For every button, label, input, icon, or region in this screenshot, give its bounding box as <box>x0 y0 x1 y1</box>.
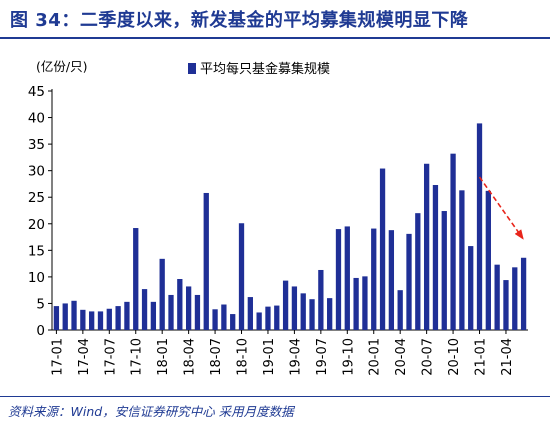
y-tick-label: 5 <box>36 296 45 312</box>
bar <box>177 279 183 330</box>
x-tick-label: 18-07 <box>209 338 224 376</box>
bar <box>432 185 439 330</box>
bar <box>406 233 412 330</box>
bar <box>212 309 218 330</box>
bar <box>362 276 368 330</box>
x-tick-label: 17-07 <box>103 338 118 376</box>
y-tick-label: 30 <box>28 164 45 180</box>
legend-swatch <box>188 63 196 74</box>
bar <box>53 306 60 330</box>
bar <box>503 280 509 330</box>
bar <box>344 226 350 330</box>
bar <box>476 123 483 331</box>
title-bar: 图 34：二季度以来，新发基金的平均募集规模明显下降 <box>0 0 550 40</box>
x-tick-label: 21-04 <box>500 338 515 376</box>
y-tick-label: 10 <box>28 270 45 286</box>
bar <box>485 190 491 330</box>
bar <box>80 309 86 330</box>
y-tick-label: 45 <box>28 84 45 100</box>
x-tick-label: 21-01 <box>474 338 489 376</box>
bar <box>300 293 306 330</box>
bar <box>97 311 104 330</box>
source-note: 资料来源：Wind，安信证券研究中心 采用月度数据 <box>8 404 294 419</box>
bar <box>238 223 245 330</box>
footer-divider <box>0 396 550 397</box>
x-tick-label: 17-04 <box>77 338 92 376</box>
x-tick-label: 19-01 <box>262 338 277 376</box>
x-tick-label: 17-01 <box>50 338 65 376</box>
chart-area: (亿份/只) 平均每只基金募集规模 0 5 10 15 20 25 30 35 40 45 17-01 1… <box>0 40 550 395</box>
bar <box>388 230 395 330</box>
y-tick-label: 40 <box>28 111 45 127</box>
bar <box>247 297 253 330</box>
bar <box>282 280 289 330</box>
bar <box>441 211 447 330</box>
bar <box>115 306 121 330</box>
bar <box>397 290 403 330</box>
bar <box>106 308 112 330</box>
bar <box>459 190 465 330</box>
bar <box>168 294 174 330</box>
bar <box>291 286 298 330</box>
bar <box>335 229 342 330</box>
bar <box>309 299 315 330</box>
bar <box>159 258 165 330</box>
x-tick-label: 17-10 <box>130 338 145 376</box>
x-tick-label: 18-04 <box>183 338 198 376</box>
y-tick-label: 35 <box>28 137 45 153</box>
bar <box>133 228 139 330</box>
y-tick-label: 15 <box>28 243 45 259</box>
title-divider <box>0 37 550 39</box>
x-tick-label: 20-04 <box>394 338 409 376</box>
bar <box>353 277 359 330</box>
bar <box>221 304 227 330</box>
x-tick-label: 20-01 <box>368 338 383 376</box>
bar <box>150 301 157 330</box>
bar <box>318 269 324 330</box>
bar <box>71 300 77 330</box>
bar <box>468 246 474 330</box>
bar <box>203 192 209 330</box>
bar <box>520 257 527 330</box>
bar-chart: (亿份/只) 平均每只基金募集规模 0 5 10 15 20 25 30 35 40 45 17-01 1… <box>28 59 528 376</box>
bar <box>62 303 68 330</box>
y-tick-label: 20 <box>28 217 45 233</box>
x-tick-label: 20-10 <box>447 338 462 376</box>
bar <box>379 168 386 330</box>
bar <box>450 153 456 330</box>
x-tick-label: 19-10 <box>341 338 356 376</box>
x-tick-label: 18-10 <box>236 338 251 376</box>
bar <box>230 314 236 330</box>
bar <box>256 312 262 330</box>
bar <box>185 286 192 330</box>
bar <box>494 264 500 330</box>
bar <box>124 301 130 330</box>
x-tick-label: 18-01 <box>156 338 171 376</box>
bar <box>423 163 430 330</box>
x-tick-label: 19-07 <box>315 338 330 376</box>
bar <box>141 289 148 330</box>
bar <box>415 213 421 330</box>
bar <box>327 298 333 330</box>
bar <box>274 305 280 330</box>
y-axis-label: (亿份/只) <box>36 59 87 74</box>
x-tick-label: 19-04 <box>288 338 303 376</box>
bar <box>194 294 201 330</box>
bar <box>371 228 377 330</box>
trend-arrow <box>478 176 524 240</box>
bar <box>265 306 271 330</box>
y-tick-label: 25 <box>28 190 45 206</box>
bar <box>512 267 518 330</box>
bar <box>89 311 95 330</box>
y-tick-label: 0 <box>36 323 45 339</box>
x-tick-label: 20-07 <box>421 338 436 376</box>
page-title: 图 34：二季度以来，新发基金的平均募集规模明显下降 <box>10 10 469 31</box>
legend-label: 平均每只基金募集规模 <box>200 61 330 77</box>
